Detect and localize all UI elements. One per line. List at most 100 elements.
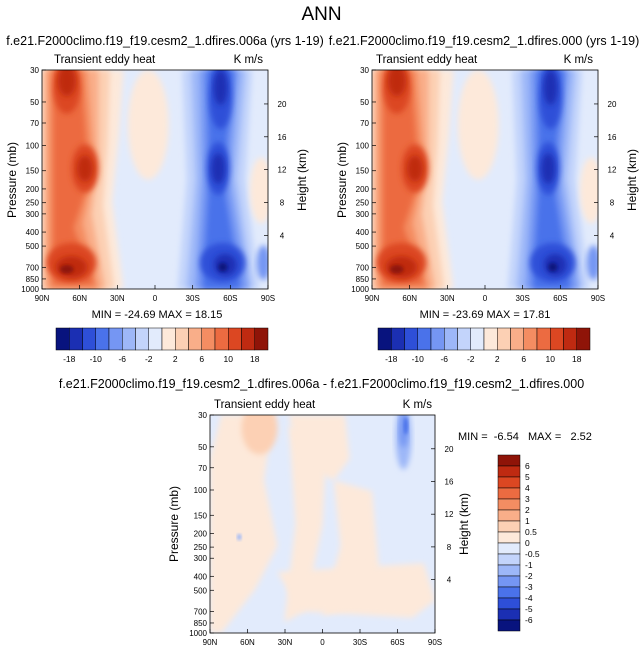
y-tick-label: 30 bbox=[30, 66, 39, 75]
y-tick-label: 850 bbox=[194, 619, 208, 628]
colorbar-box bbox=[175, 327, 189, 351]
colorbar-box bbox=[161, 327, 176, 351]
colorbar-box bbox=[108, 327, 123, 351]
colorbar-label: 3 bbox=[525, 494, 530, 504]
y-axis-label: Pressure (mb) bbox=[167, 486, 181, 562]
left-string: Transient eddy heat bbox=[376, 54, 478, 66]
colorbar-box bbox=[563, 327, 577, 351]
colorbar-box bbox=[254, 327, 269, 351]
height-tick-label: 8 bbox=[447, 543, 452, 552]
colorbar-box bbox=[201, 327, 216, 351]
stats-text: MIN = -24.69 MAX = 18.15 bbox=[92, 309, 223, 321]
y-tick-label: 300 bbox=[26, 210, 40, 219]
colorbar-label: 6 bbox=[521, 354, 526, 364]
colorbar-label: -6 bbox=[440, 354, 448, 364]
colorbar-label: 18 bbox=[250, 354, 260, 364]
colorbar-box bbox=[69, 327, 83, 351]
height-tick-label: 20 bbox=[608, 100, 617, 109]
contour-band bbox=[457, 70, 499, 180]
contour-band bbox=[218, 262, 228, 272]
colorbar-label: 4 bbox=[525, 483, 530, 493]
contour-band bbox=[288, 415, 350, 481]
height-tick-label: 12 bbox=[445, 510, 454, 519]
stats-text: MIN = -23.69 MAX = 17.81 bbox=[420, 309, 551, 321]
x-tick-label: 0 bbox=[483, 294, 488, 303]
colorbar-box bbox=[497, 542, 521, 555]
y-tick-label: 150 bbox=[194, 511, 208, 520]
colorbar: -18 -10 -6 -2 2 6 10 18 bbox=[377, 327, 591, 364]
panel-top-left: f.e21.F2000climo.f19_f19.cesm2_1.dfires.… bbox=[5, 34, 324, 364]
y-tick-label: 1000 bbox=[21, 285, 39, 294]
y-tick-label: 400 bbox=[356, 228, 370, 237]
y-tick-label: 150 bbox=[26, 167, 40, 176]
colorbar-box bbox=[241, 327, 255, 351]
left-string: Transient eddy heat bbox=[54, 54, 156, 66]
colorbar-box bbox=[536, 327, 551, 351]
y-tick-label: 30 bbox=[198, 411, 207, 420]
x-tick-label: 30N bbox=[278, 638, 293, 647]
colorbar-box bbox=[497, 619, 521, 632]
panel-title: f.e21.F2000climo.f19_f19.cesm2_1.dfires.… bbox=[6, 34, 324, 48]
y-tick-label: 70 bbox=[360, 119, 369, 128]
x-ticks: 90N 60N 30N 0 30S 60S 90S bbox=[35, 285, 275, 303]
colorbar-label: 2 bbox=[495, 354, 500, 364]
height-tick-label: 12 bbox=[608, 166, 617, 175]
y-axis-label-right: Height (km) bbox=[295, 149, 309, 211]
colorbar-box bbox=[135, 327, 149, 351]
contour-band bbox=[579, 157, 598, 224]
height-tick-label: 4 bbox=[610, 231, 615, 240]
height-tick-label: 16 bbox=[608, 133, 617, 142]
y-tick-label: 500 bbox=[194, 586, 208, 595]
colorbar-box bbox=[497, 597, 521, 610]
panel-title: f.e21.F2000climo.f19_f19.cesm2_1.dfires.… bbox=[329, 34, 640, 48]
y-tick-label: 850 bbox=[356, 275, 370, 284]
x-tick-label: 90N bbox=[365, 294, 380, 303]
x-tick-label: 90N bbox=[35, 294, 50, 303]
y-tick-label: 250 bbox=[194, 543, 208, 552]
x-tick-label: 90N bbox=[203, 638, 218, 647]
x-ticks: 90N 60N 30N 0 30S 60S 90S bbox=[365, 285, 605, 303]
colorbar-box bbox=[576, 327, 591, 351]
right-string: K m/s bbox=[403, 399, 433, 411]
colorbar-label: 1 bbox=[525, 516, 530, 526]
colorbar-box bbox=[497, 498, 521, 511]
colorbar-box bbox=[417, 327, 432, 351]
contour-band bbox=[241, 415, 278, 455]
y-tick-label: 250 bbox=[26, 199, 40, 208]
x-tick-label: 0 bbox=[153, 294, 158, 303]
y-tick-label: 50 bbox=[30, 98, 39, 107]
colorbar-label: -0.5 bbox=[525, 549, 540, 559]
contour-band bbox=[249, 157, 268, 224]
colorbar-box bbox=[497, 586, 521, 599]
colorbar-box bbox=[497, 465, 521, 478]
height-tick-label: 8 bbox=[610, 198, 615, 207]
contour-band bbox=[390, 264, 404, 274]
colorbar-label: -5 bbox=[525, 604, 533, 614]
contour-band bbox=[548, 262, 558, 272]
colorbar-box bbox=[457, 327, 471, 351]
colorbar-label: -3 bbox=[525, 582, 533, 592]
height-tick-label: 12 bbox=[278, 166, 287, 175]
contour-band bbox=[127, 70, 169, 180]
colorbar-box bbox=[470, 327, 485, 351]
x-tick-label: 90S bbox=[261, 294, 275, 303]
x-tick-label: 60S bbox=[390, 638, 404, 647]
colorbar-box bbox=[377, 327, 392, 351]
contour-band bbox=[130, 229, 167, 283]
x-tick-label: 60N bbox=[402, 294, 417, 303]
colorbar-label: -6 bbox=[118, 354, 126, 364]
y-tick-label: 50 bbox=[360, 98, 369, 107]
colorbar-box bbox=[497, 454, 521, 467]
y-tick-label: 30 bbox=[360, 66, 369, 75]
colorbar-box bbox=[510, 327, 524, 351]
x-tick-label: 60S bbox=[553, 294, 567, 303]
colorbar-label: 2 bbox=[173, 354, 178, 364]
height-ticks: 20 16 12 8 4 bbox=[594, 100, 617, 240]
colorbar-label: 10 bbox=[546, 354, 556, 364]
colorbar-box bbox=[497, 564, 521, 577]
colorbar-box bbox=[550, 327, 564, 351]
colorbar-box bbox=[82, 327, 96, 351]
left-string: Transient eddy heat bbox=[214, 399, 316, 411]
